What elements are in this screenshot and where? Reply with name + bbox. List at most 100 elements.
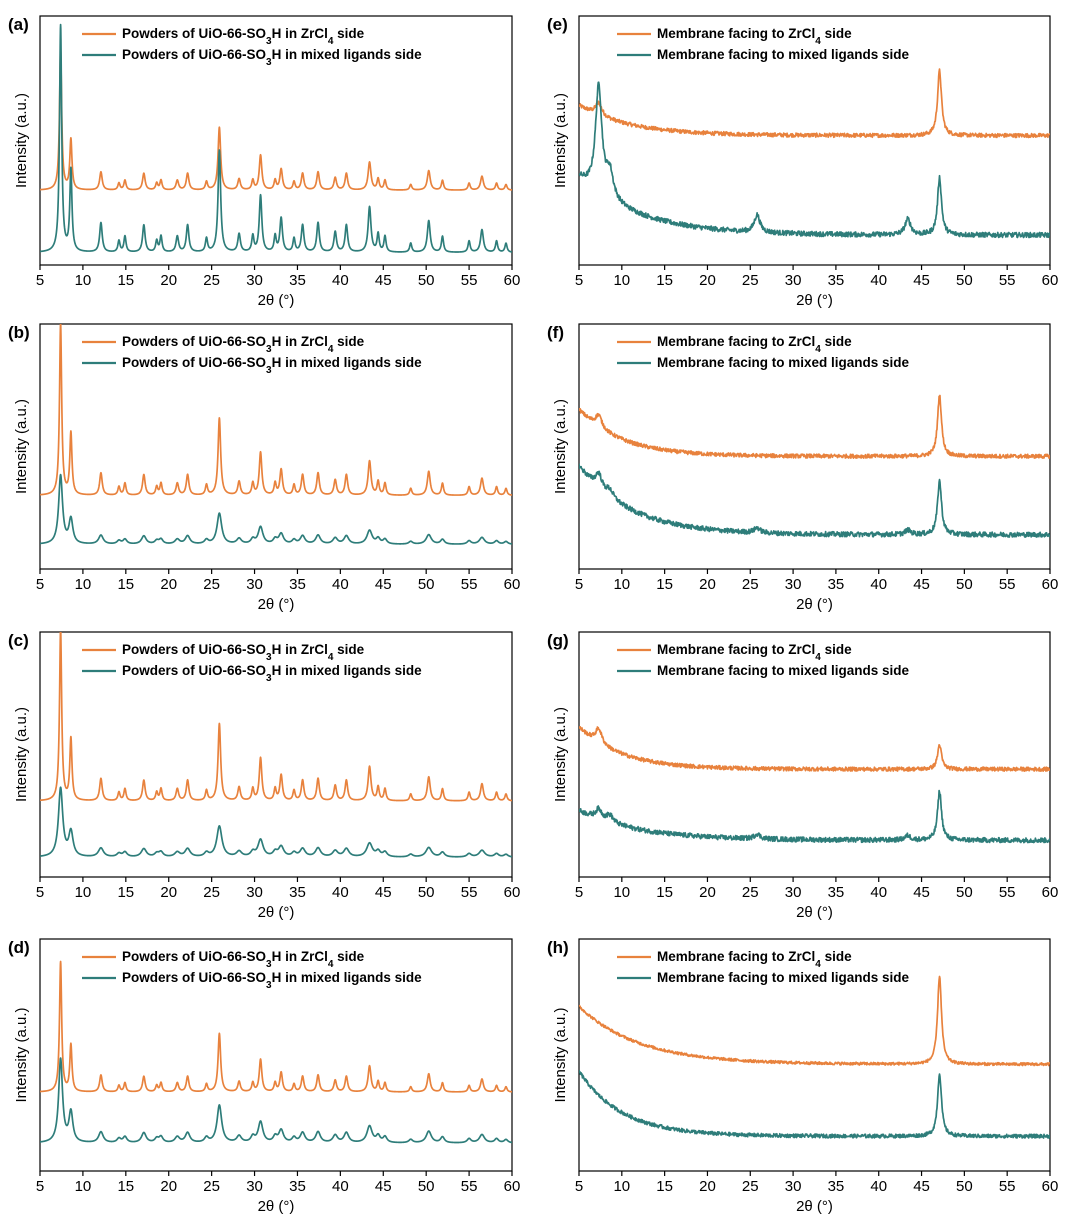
panel-e: (e) 5 10 15 20 25 30 35 40 45 50 55 60 2θ (°) Intensit…: [547, 15, 1058, 309]
x-axis-label: 2θ (°): [796, 596, 833, 613]
x-tick-label: 60: [1042, 1178, 1059, 1195]
x-tick-label: 40: [332, 884, 349, 901]
x-tick-label: 20: [699, 272, 716, 289]
x-tick-label: 10: [75, 884, 92, 901]
series-line-zrcl4-side: [40, 324, 512, 496]
series-line-mixed-ligands-side: [40, 1057, 512, 1144]
series-line-zrcl4-side: [579, 726, 1050, 772]
y-axis-label: Intensity (a.u.): [552, 93, 569, 188]
x-tick-label: 30: [785, 576, 802, 593]
x-tick-label: 15: [117, 576, 134, 593]
x-tick-label: 35: [289, 884, 306, 901]
x-tick-label: 55: [461, 576, 478, 593]
x-tick-label: 50: [418, 1178, 435, 1195]
plot-frame: [578, 938, 1051, 1172]
x-tick-label: 40: [332, 1178, 349, 1195]
x-tick-label: 30: [246, 272, 263, 289]
legend-label: Powders of UiO-66-SO3H in mixed ligands …: [122, 355, 422, 376]
x-tick-label: 25: [203, 272, 220, 289]
x-tick-label: 5: [36, 884, 44, 901]
x-axis-label: 2θ (°): [796, 292, 833, 309]
x-tick-label: 20: [699, 576, 716, 593]
x-tick-label: 10: [75, 576, 92, 593]
x-tick-label: 5: [575, 272, 583, 289]
x-tick-label: 25: [203, 576, 220, 593]
x-tick-label: 25: [203, 884, 220, 901]
panel-a: (a) 5 10 15 20 25 30 35 40 45 50 55 60 2θ (°) Intensit…: [8, 15, 520, 309]
x-tick-label: 10: [613, 884, 630, 901]
x-tick-label: 25: [742, 884, 759, 901]
x-tick-label: 60: [504, 884, 521, 901]
series-line-mixed-ligands-side: [579, 789, 1050, 844]
x-tick-label: 20: [160, 1178, 177, 1195]
x-tick-label: 25: [203, 1178, 220, 1195]
legend-label: Membrane facing to ZrCl4 side: [657, 26, 852, 47]
x-tick-label: 20: [160, 884, 177, 901]
x-axis-label: 2θ (°): [258, 596, 295, 613]
panel-c: (c) 5 10 15 20 25 30 35 40 45 50 55 60 2θ (°) Intensit…: [8, 631, 521, 921]
x-tick-label: 5: [36, 576, 44, 593]
x-tick-label: 50: [418, 272, 435, 289]
plot-frame: [39, 323, 513, 570]
x-tick-label: 15: [117, 1178, 134, 1195]
x-tick-label: 15: [656, 272, 673, 289]
x-tick-label: 60: [1042, 272, 1059, 289]
x-tick-label: 55: [461, 272, 478, 289]
legend-label: Powders of UiO-66-SO3H in mixed ligands …: [122, 970, 422, 991]
x-tick-label: 45: [375, 576, 392, 593]
legend-label: Membrane facing to mixed ligands side: [657, 47, 910, 62]
x-axis-label: 2θ (°): [796, 1198, 833, 1215]
x-tick-label: 40: [332, 576, 349, 593]
panel-letter: (g): [547, 631, 569, 650]
x-tick-label: 20: [160, 272, 177, 289]
x-tick-label: 10: [75, 272, 92, 289]
x-tick-label: 15: [117, 884, 134, 901]
x-tick-label: 45: [913, 1178, 930, 1195]
x-tick-label: 5: [575, 576, 583, 593]
x-tick-label: 15: [656, 884, 673, 901]
x-tick-label: 50: [956, 272, 973, 289]
series-line-mixed-ligands-side: [40, 23, 512, 253]
x-tick-label: 50: [418, 884, 435, 901]
panel-letter: (d): [8, 938, 30, 957]
y-axis-label: Intensity (a.u.): [552, 399, 569, 494]
panel-g: (g) 5 10 15 20 25 30 35 40 45 50 55 60 2θ (°) Intensit…: [547, 631, 1058, 921]
x-tick-label: 40: [870, 272, 887, 289]
x-tick-label: 55: [999, 884, 1016, 901]
legend-label: Powders of UiO-66-SO3H in ZrCl4 side: [122, 642, 365, 663]
y-axis-label: Intensity (a.u.): [552, 1007, 569, 1102]
series-line-mixed-ligands-side: [40, 786, 512, 858]
x-tick-label: 25: [742, 272, 759, 289]
panel-letter: (a): [8, 15, 29, 34]
x-tick-label: 35: [828, 576, 845, 593]
x-tick-label: 10: [75, 1178, 92, 1195]
x-tick-label: 35: [289, 1178, 306, 1195]
x-tick-label: 10: [613, 576, 630, 593]
legend-label: Membrane facing to mixed ligands side: [657, 663, 910, 678]
plot-frame: [39, 938, 513, 1172]
x-tick-label: 30: [246, 884, 263, 901]
series-line-mixed-ligands-side: [579, 463, 1050, 538]
series-line-mixed-ligands-side: [579, 81, 1050, 239]
series-line-mixed-ligands-side: [40, 473, 512, 545]
panel-letter: (b): [8, 323, 30, 342]
series-line-zrcl4-side: [40, 960, 512, 1093]
x-tick-label: 55: [999, 576, 1016, 593]
x-axis-label: 2θ (°): [258, 1198, 295, 1215]
legend-label: Membrane facing to ZrCl4 side: [657, 642, 852, 663]
x-tick-label: 20: [699, 884, 716, 901]
x-axis-label: 2θ (°): [258, 292, 295, 309]
x-tick-label: 40: [870, 576, 887, 593]
x-tick-label: 30: [785, 884, 802, 901]
x-tick-label: 60: [504, 272, 521, 289]
x-tick-label: 15: [656, 576, 673, 593]
x-tick-label: 5: [575, 884, 583, 901]
x-tick-label: 20: [160, 576, 177, 593]
y-axis-label: Intensity (a.u.): [13, 1007, 30, 1102]
y-axis-label: Intensity (a.u.): [552, 707, 569, 802]
x-tick-label: 55: [999, 272, 1016, 289]
y-axis-label: Intensity (a.u.): [13, 93, 30, 188]
x-tick-label: 15: [117, 272, 134, 289]
legend-label: Powders of UiO-66-SO3H in mixed ligands …: [122, 663, 422, 684]
x-tick-label: 25: [742, 576, 759, 593]
